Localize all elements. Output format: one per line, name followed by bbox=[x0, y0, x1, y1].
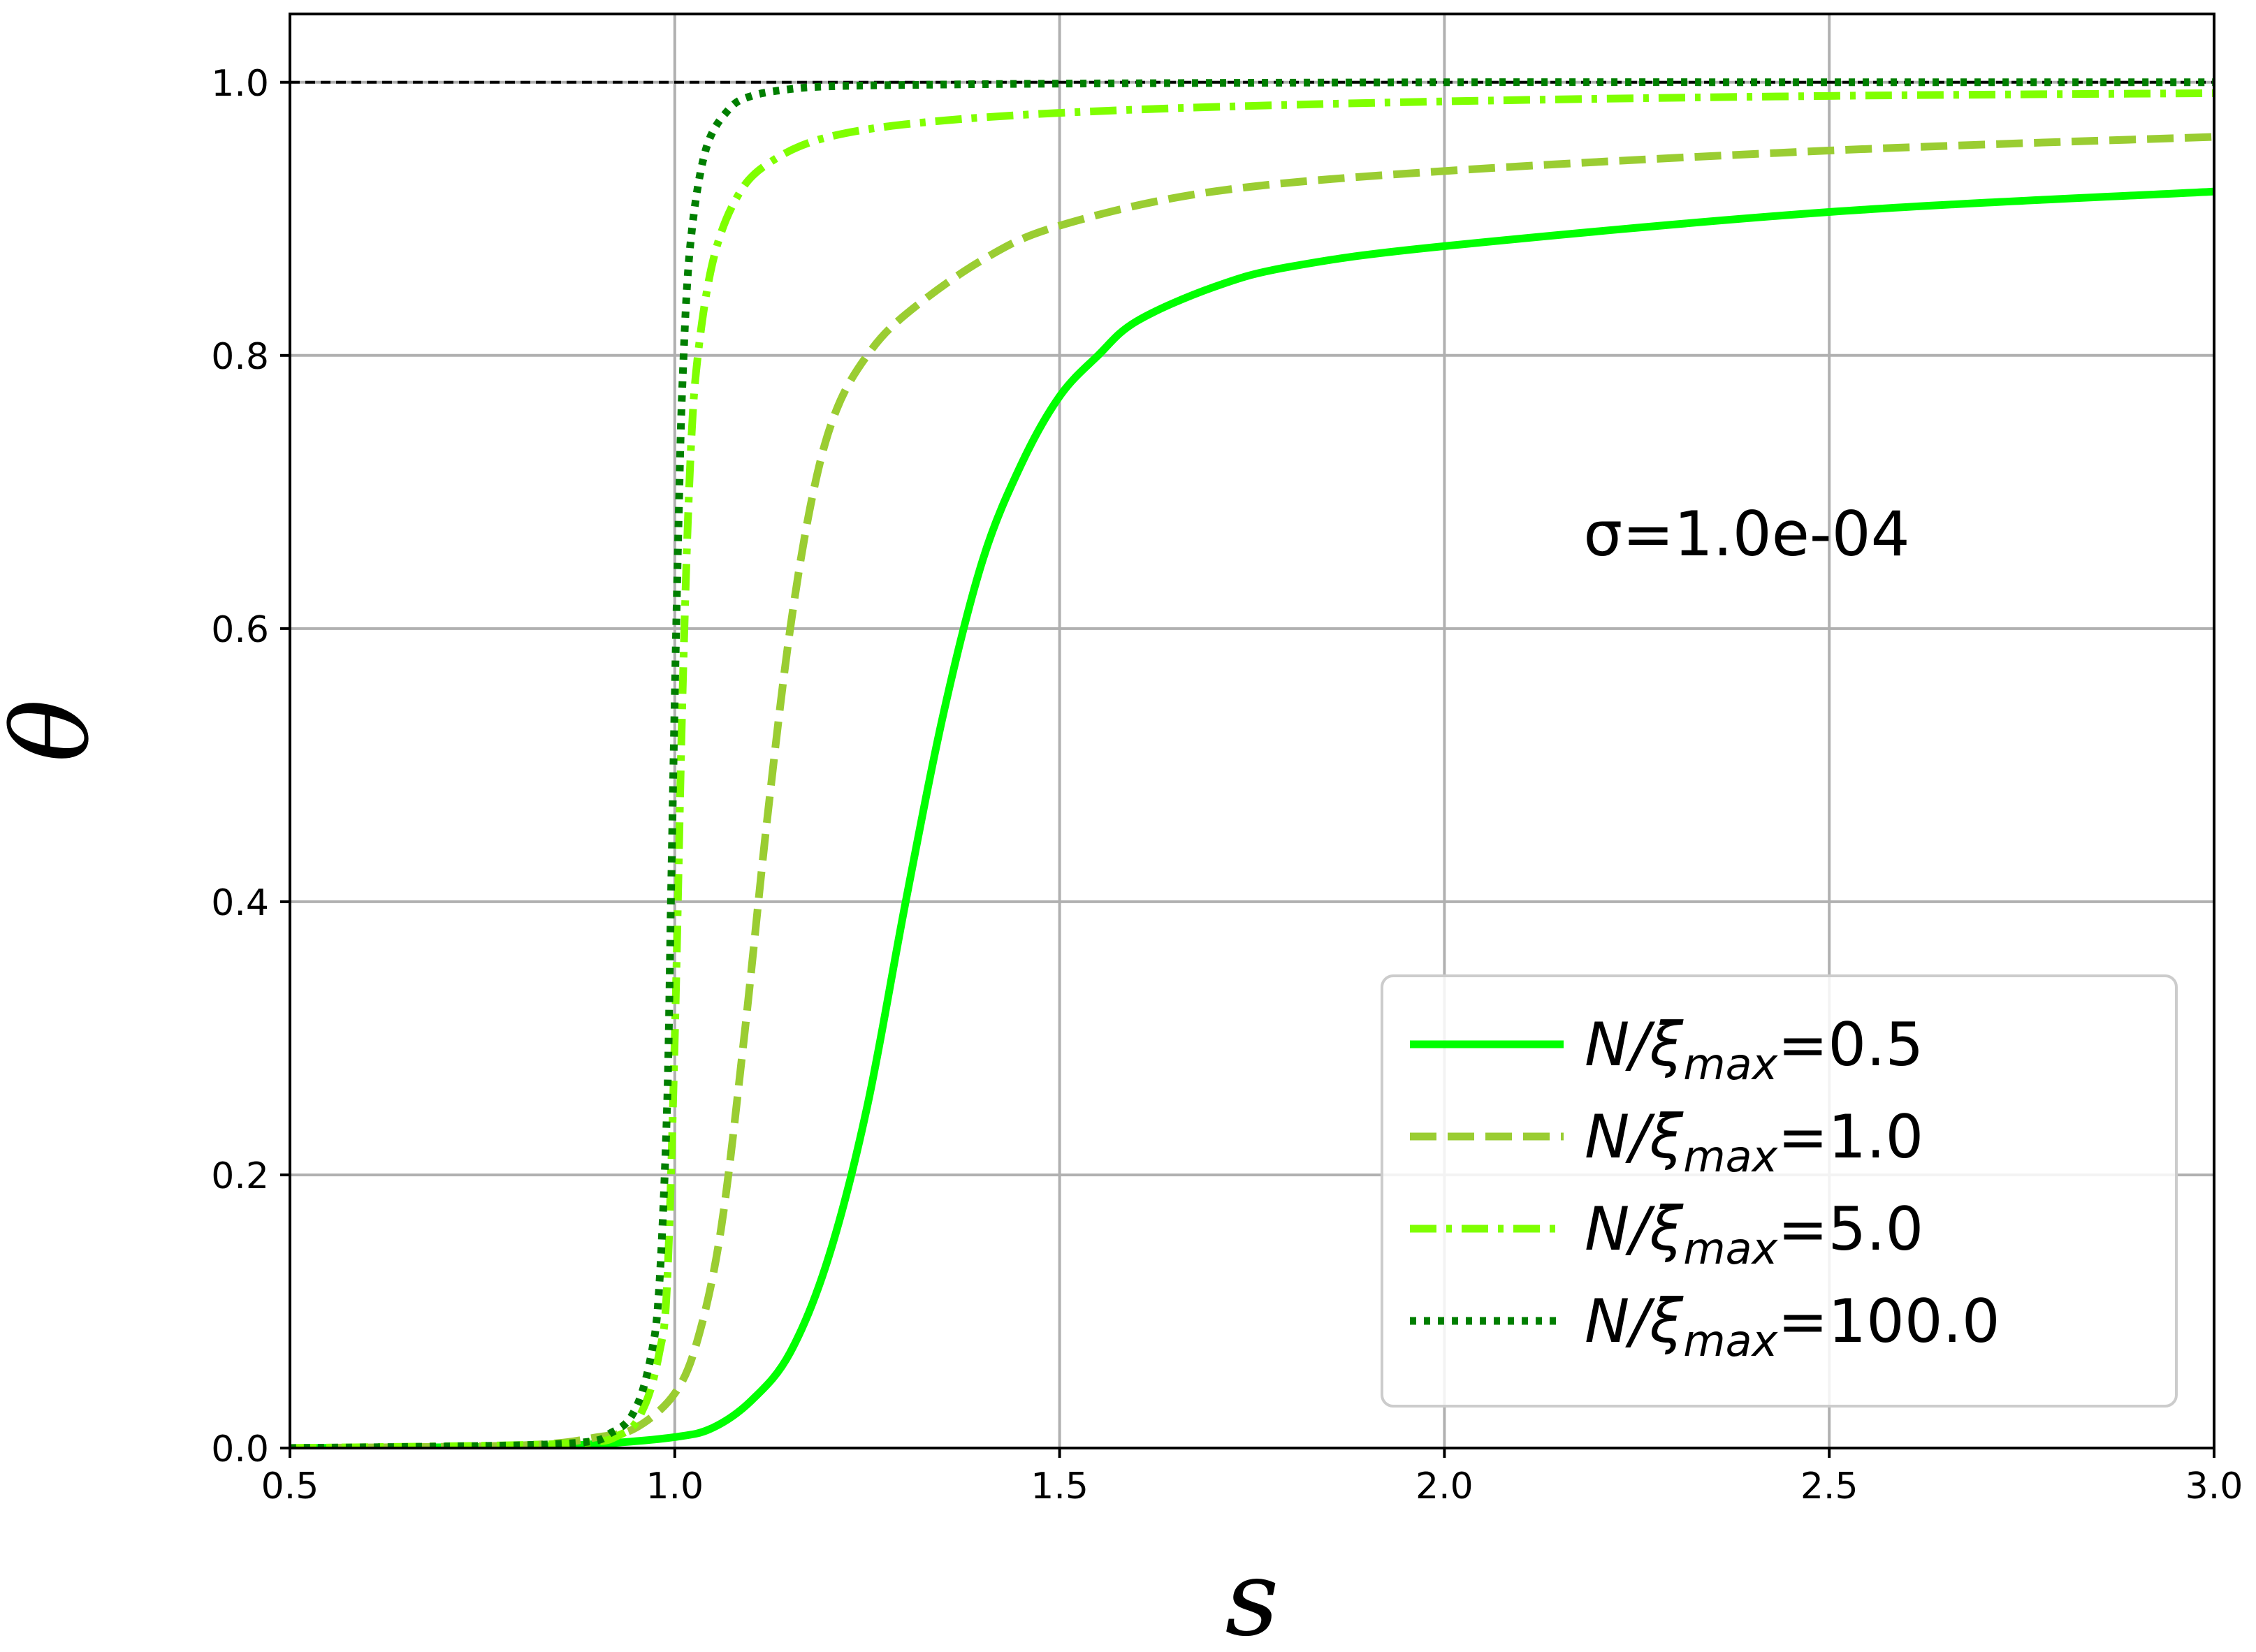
legend-label-subscript: max bbox=[1683, 1315, 1778, 1366]
y-axis-ticks: 0.0 0.2 0.4 0.6 0.8 1.0 bbox=[211, 63, 290, 1470]
legend-label: N/ξmax=1.0 bbox=[1585, 1102, 1923, 1182]
y-tick-label: 0.0 bbox=[211, 1428, 269, 1470]
x-tick-label: 1.0 bbox=[646, 1465, 704, 1507]
y-axis-label: θ bbox=[0, 699, 112, 762]
legend-label: N/ξmax=5.0 bbox=[1585, 1194, 1923, 1274]
series-line bbox=[290, 78, 2214, 1448]
y-tick-label: 0.4 bbox=[211, 882, 269, 924]
legend-label-base: N/ξ bbox=[1585, 1194, 1684, 1264]
plot-frame bbox=[289, 13, 2215, 1449]
legend: N/ξmax=0.5N/ξmax=1.0N/ξmax=5.0N/ξmax=100… bbox=[1381, 974, 2178, 1408]
legend-label-base: N/ξ bbox=[1585, 1010, 1684, 1080]
x-tick-label: 2.5 bbox=[1800, 1465, 1858, 1507]
legend-label-subscript: max bbox=[1683, 1131, 1778, 1182]
series-group bbox=[290, 78, 2214, 1448]
legend-label-value: =1.0 bbox=[1777, 1102, 1923, 1172]
legend-label-subscript: max bbox=[1683, 1039, 1778, 1090]
series-line bbox=[290, 89, 2214, 1448]
legend-label: N/ξmax=0.5 bbox=[1585, 1010, 1923, 1090]
x-tick-label: 3.0 bbox=[2185, 1465, 2243, 1507]
series-line bbox=[290, 187, 2214, 1448]
x-tick-label: 0.5 bbox=[261, 1465, 319, 1507]
legend-label-value: =100.0 bbox=[1777, 1287, 2000, 1357]
x-tick-label: 2.0 bbox=[1416, 1465, 1473, 1507]
legend-frame bbox=[1381, 974, 2178, 1408]
legend-label-value: =5.0 bbox=[1777, 1194, 1923, 1264]
legend-label-base: N/ξ bbox=[1585, 1102, 1684, 1172]
legend-label: N/ξmax=100.0 bbox=[1585, 1287, 2000, 1366]
legend-label-value: =0.5 bbox=[1777, 1010, 1923, 1080]
y-tick-label: 0.6 bbox=[211, 609, 269, 651]
x-axis-ticks: 0.5 1.0 1.5 2.0 2.5 3.0 bbox=[261, 1448, 2243, 1507]
y-tick-label: 0.2 bbox=[211, 1155, 269, 1197]
y-tick-label: 1.0 bbox=[211, 63, 269, 105]
legend-items: N/ξmax=0.5N/ξmax=1.0N/ξmax=5.0N/ξmax=100… bbox=[1410, 1010, 2000, 1366]
y-tick-label: 0.8 bbox=[211, 336, 269, 378]
x-axis-label: s bbox=[1225, 1538, 1279, 1652]
series-line bbox=[290, 133, 2214, 1448]
sigma-annotation: σ=1.0e-04 bbox=[1583, 498, 1909, 570]
legend-label-subscript: max bbox=[1683, 1223, 1778, 1274]
legend-label-base: N/ξ bbox=[1585, 1287, 1684, 1357]
x-tick-label: 1.5 bbox=[1031, 1465, 1089, 1507]
